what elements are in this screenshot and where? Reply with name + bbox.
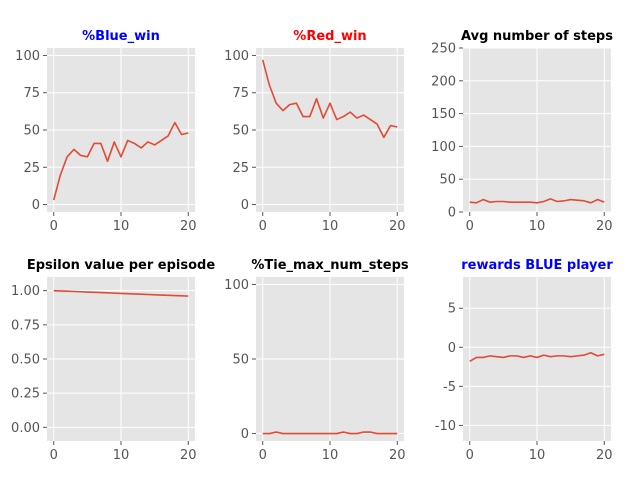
y-tick-label: 0 (32, 198, 40, 213)
y-tick-label: 25 (23, 161, 40, 176)
subplot-title: %Blue_win (82, 29, 160, 44)
subplot-title: Avg number of steps (461, 29, 613, 44)
subplot-5: 0 10 20 0 50 100%Tie_max_num_steps (224, 258, 409, 463)
series-line (261, 59, 398, 139)
y-tick-label: -5 (443, 380, 456, 395)
subplot-2: 0 10 20 0 25 50 75 100 %Red_win (224, 29, 405, 234)
y-tick-label: 100 (224, 278, 249, 293)
y-tick-label: -10 (435, 419, 456, 434)
y-tick-label: 0.50 (11, 353, 40, 368)
x-tick-label: 10 (529, 219, 546, 234)
subplot-title: %Red_win (293, 29, 366, 44)
y-tick-label: 5 (448, 302, 456, 317)
y-tick-label: 0.00 (11, 421, 40, 436)
y-tick-label: 150 (431, 107, 456, 122)
x-tick-label: 0 (259, 448, 267, 463)
series-line (53, 289, 189, 297)
series-line (262, 431, 398, 435)
x-tick-label: 0 (466, 219, 474, 234)
y-tick-label: 0 (241, 198, 249, 213)
subplot-title: %Tie_max_num_steps (251, 258, 409, 273)
y-tick-label: 200 (431, 74, 456, 89)
x-tick-label: 20 (596, 448, 613, 463)
y-tick-label: 1.00 (11, 284, 40, 299)
x-tick-label: 0 (466, 448, 474, 463)
x-tick-label: 20 (389, 219, 406, 234)
subplot-1: 0 10 20 0 25 50 75 100 %Blue_win (15, 29, 196, 234)
x-tick-label: 20 (596, 219, 613, 234)
y-tick-label: 100 (15, 49, 40, 64)
x-tick-label: 20 (180, 448, 197, 463)
x-tick-label: 0 (50, 219, 58, 234)
x-tick-label: 0 (259, 219, 267, 234)
y-tick-label: 250 (431, 42, 456, 57)
y-tick-label: 50 (232, 353, 249, 368)
y-tick-label: 0.25 (11, 387, 40, 402)
y-tick-label: 25 (232, 161, 249, 176)
subplot-6: 0 10 20 -10 -5 0 5 rewards BLUE player (435, 258, 614, 463)
subplot-4: 0 10 20 0.00 0.25 0.50 0.75 1.00 Epsilon value p… (11, 258, 215, 463)
x-tick-label: 10 (322, 219, 339, 234)
y-tick-label: 100 (431, 140, 456, 155)
subplot-title: rewards BLUE player (461, 258, 613, 273)
x-tick-label: 0 (50, 448, 58, 463)
x-tick-label: 20 (389, 448, 406, 463)
y-tick-label: 0 (241, 427, 249, 442)
y-tick-label: 75 (232, 86, 249, 101)
series-line (52, 121, 189, 201)
y-tick-label: 0.75 (11, 318, 40, 333)
x-tick-label: 10 (113, 448, 130, 463)
x-tick-label: 10 (322, 448, 339, 463)
subplot-title: Epsilon value per episode (27, 258, 215, 273)
series-line (469, 198, 605, 204)
y-tick-label: 0 (448, 206, 456, 221)
y-tick-label: 75 (23, 86, 40, 101)
y-tick-label: 0 (448, 341, 456, 356)
y-tick-label: 50 (439, 173, 456, 188)
x-tick-label: 20 (180, 219, 197, 234)
y-tick-label: 50 (23, 124, 40, 139)
x-tick-label: 10 (113, 219, 130, 234)
y-tick-label: 100 (224, 49, 249, 64)
y-tick-label: 50 (232, 124, 249, 139)
series-line (469, 351, 605, 363)
x-tick-label: 10 (529, 448, 546, 463)
